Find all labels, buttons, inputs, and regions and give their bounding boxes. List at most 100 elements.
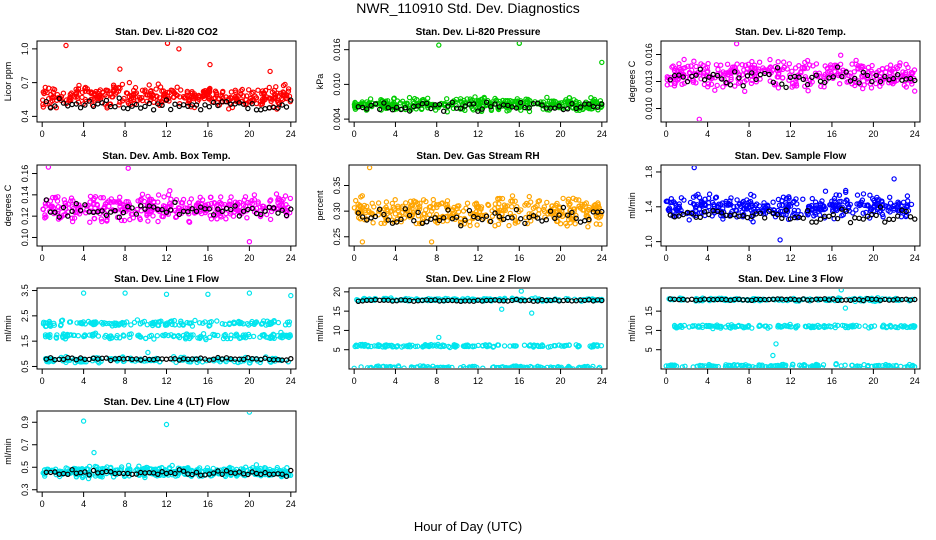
data-point xyxy=(847,219,854,226)
data-point xyxy=(66,332,73,338)
data-point xyxy=(121,217,128,224)
data-point xyxy=(268,197,274,203)
data-point xyxy=(745,323,751,330)
data-point xyxy=(713,363,719,368)
data-point xyxy=(838,289,844,293)
data-point xyxy=(126,79,133,86)
data-point xyxy=(288,206,294,212)
data-point xyxy=(130,94,137,101)
data-point xyxy=(516,42,522,46)
data-point xyxy=(426,343,432,350)
data-point xyxy=(679,81,685,88)
data-point xyxy=(856,323,862,329)
data-point xyxy=(526,193,533,200)
data-point xyxy=(236,469,242,475)
data-point xyxy=(137,105,144,111)
data-point xyxy=(100,194,107,201)
data-point xyxy=(212,94,218,101)
data-point xyxy=(251,192,258,198)
x-tick-label: 8 xyxy=(123,253,128,263)
data-point xyxy=(871,204,878,210)
data-point xyxy=(262,208,268,214)
data-point xyxy=(873,72,879,79)
data-point xyxy=(565,363,572,368)
data-point xyxy=(700,70,707,76)
data-point xyxy=(424,219,430,225)
x-tick-label: 24 xyxy=(286,376,296,386)
data-point xyxy=(532,365,538,368)
data-point xyxy=(129,205,135,211)
data-point xyxy=(736,71,743,78)
data-point xyxy=(423,198,429,205)
data-point xyxy=(271,319,277,325)
data-point xyxy=(715,363,721,368)
data-point xyxy=(693,72,699,78)
data-point xyxy=(40,470,46,476)
data-point xyxy=(895,213,901,219)
data-point xyxy=(387,208,394,215)
data-point xyxy=(69,101,75,108)
data-points xyxy=(663,166,918,243)
data-point xyxy=(210,99,217,106)
y-tick-label: 0.013 xyxy=(644,70,654,93)
data-point xyxy=(895,71,901,78)
data-point xyxy=(718,62,724,68)
data-point xyxy=(243,96,249,103)
y-axis-label: ml/min xyxy=(627,192,637,219)
data-point xyxy=(801,64,807,71)
data-point xyxy=(891,176,897,182)
data-point xyxy=(383,342,389,348)
data-point xyxy=(728,76,734,83)
data-point xyxy=(245,105,251,112)
data-point xyxy=(817,78,824,85)
data-point xyxy=(452,99,458,105)
data-point xyxy=(698,198,705,204)
data-point xyxy=(228,332,234,338)
data-point xyxy=(686,217,692,223)
data-point xyxy=(79,89,86,96)
data-point xyxy=(392,211,399,217)
y-axis-label: ml/min xyxy=(3,438,13,465)
x-tick-label: 20 xyxy=(868,129,878,139)
data-point xyxy=(824,65,831,72)
data-point xyxy=(565,212,571,218)
data-point xyxy=(402,206,408,212)
data-point xyxy=(88,204,94,211)
x-tick-label: 24 xyxy=(910,253,920,263)
data-point xyxy=(359,341,365,348)
data-point xyxy=(446,364,452,368)
data-point xyxy=(256,467,262,473)
x-tick-label: 0 xyxy=(664,129,669,139)
data-point xyxy=(813,202,819,209)
data-point xyxy=(701,201,708,207)
data-point xyxy=(890,363,896,368)
data-point xyxy=(49,95,55,101)
data-point xyxy=(87,219,93,225)
data-point xyxy=(246,238,253,245)
data-point xyxy=(483,213,490,219)
data-point xyxy=(550,99,556,106)
data-point xyxy=(823,297,829,303)
data-point xyxy=(786,195,792,201)
y-tick-label: 0.35 xyxy=(332,177,342,195)
data-point xyxy=(287,195,294,202)
data-point xyxy=(358,364,364,368)
x-tick-label: 16 xyxy=(203,253,213,263)
data-point xyxy=(197,335,203,342)
data-point xyxy=(834,215,841,222)
data-point xyxy=(253,462,260,468)
data-point xyxy=(502,207,508,214)
data-point xyxy=(271,205,277,211)
data-point xyxy=(878,199,885,205)
data-point xyxy=(378,220,384,227)
data-point xyxy=(676,61,682,67)
data-point xyxy=(392,196,398,203)
x-tick-label: 4 xyxy=(705,129,710,139)
data-point xyxy=(42,215,48,221)
x-tick-label: 20 xyxy=(868,376,878,386)
data-point xyxy=(155,471,161,477)
data-point xyxy=(69,467,75,473)
